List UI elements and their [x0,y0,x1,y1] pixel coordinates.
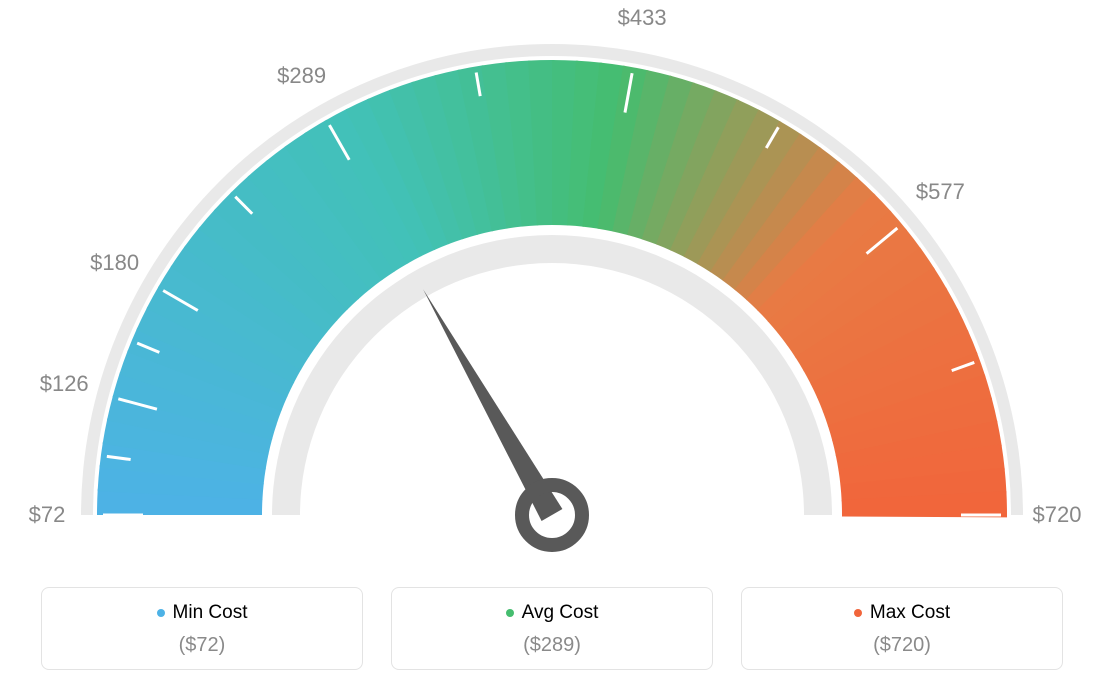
legend-card-min: Min Cost ($72) [41,587,363,670]
legend-min-value: ($72) [52,634,352,657]
gauge-tick-label: $72 [29,502,66,528]
legend-row: Min Cost ($72) Avg Cost ($289) Max Cost … [0,587,1104,670]
legend-card-max: Max Cost ($720) [741,587,1063,670]
gauge-svg [0,0,1104,560]
legend-max-value: ($720) [752,634,1052,657]
legend-max-label: Max Cost [870,602,950,624]
gauge-tick-label: $289 [277,63,326,89]
gauge-tick-label: $577 [916,179,965,205]
legend-avg-value: ($289) [402,634,702,657]
legend-card-avg: Avg Cost ($289) [391,587,713,670]
gauge-tick-label: $180 [90,250,139,276]
dot-icon [854,609,862,617]
legend-avg-label: Avg Cost [522,602,599,624]
legend-min-label: Min Cost [173,602,248,624]
gauge-tick-label: $126 [40,371,89,397]
gauge-tick-label: $720 [1033,502,1082,528]
dot-icon [157,609,165,617]
gauge-tick-label: $433 [618,5,667,31]
dot-icon [506,609,514,617]
gauge-chart: $72 $126 $180 $289 $433 $577 $720 [0,0,1104,560]
